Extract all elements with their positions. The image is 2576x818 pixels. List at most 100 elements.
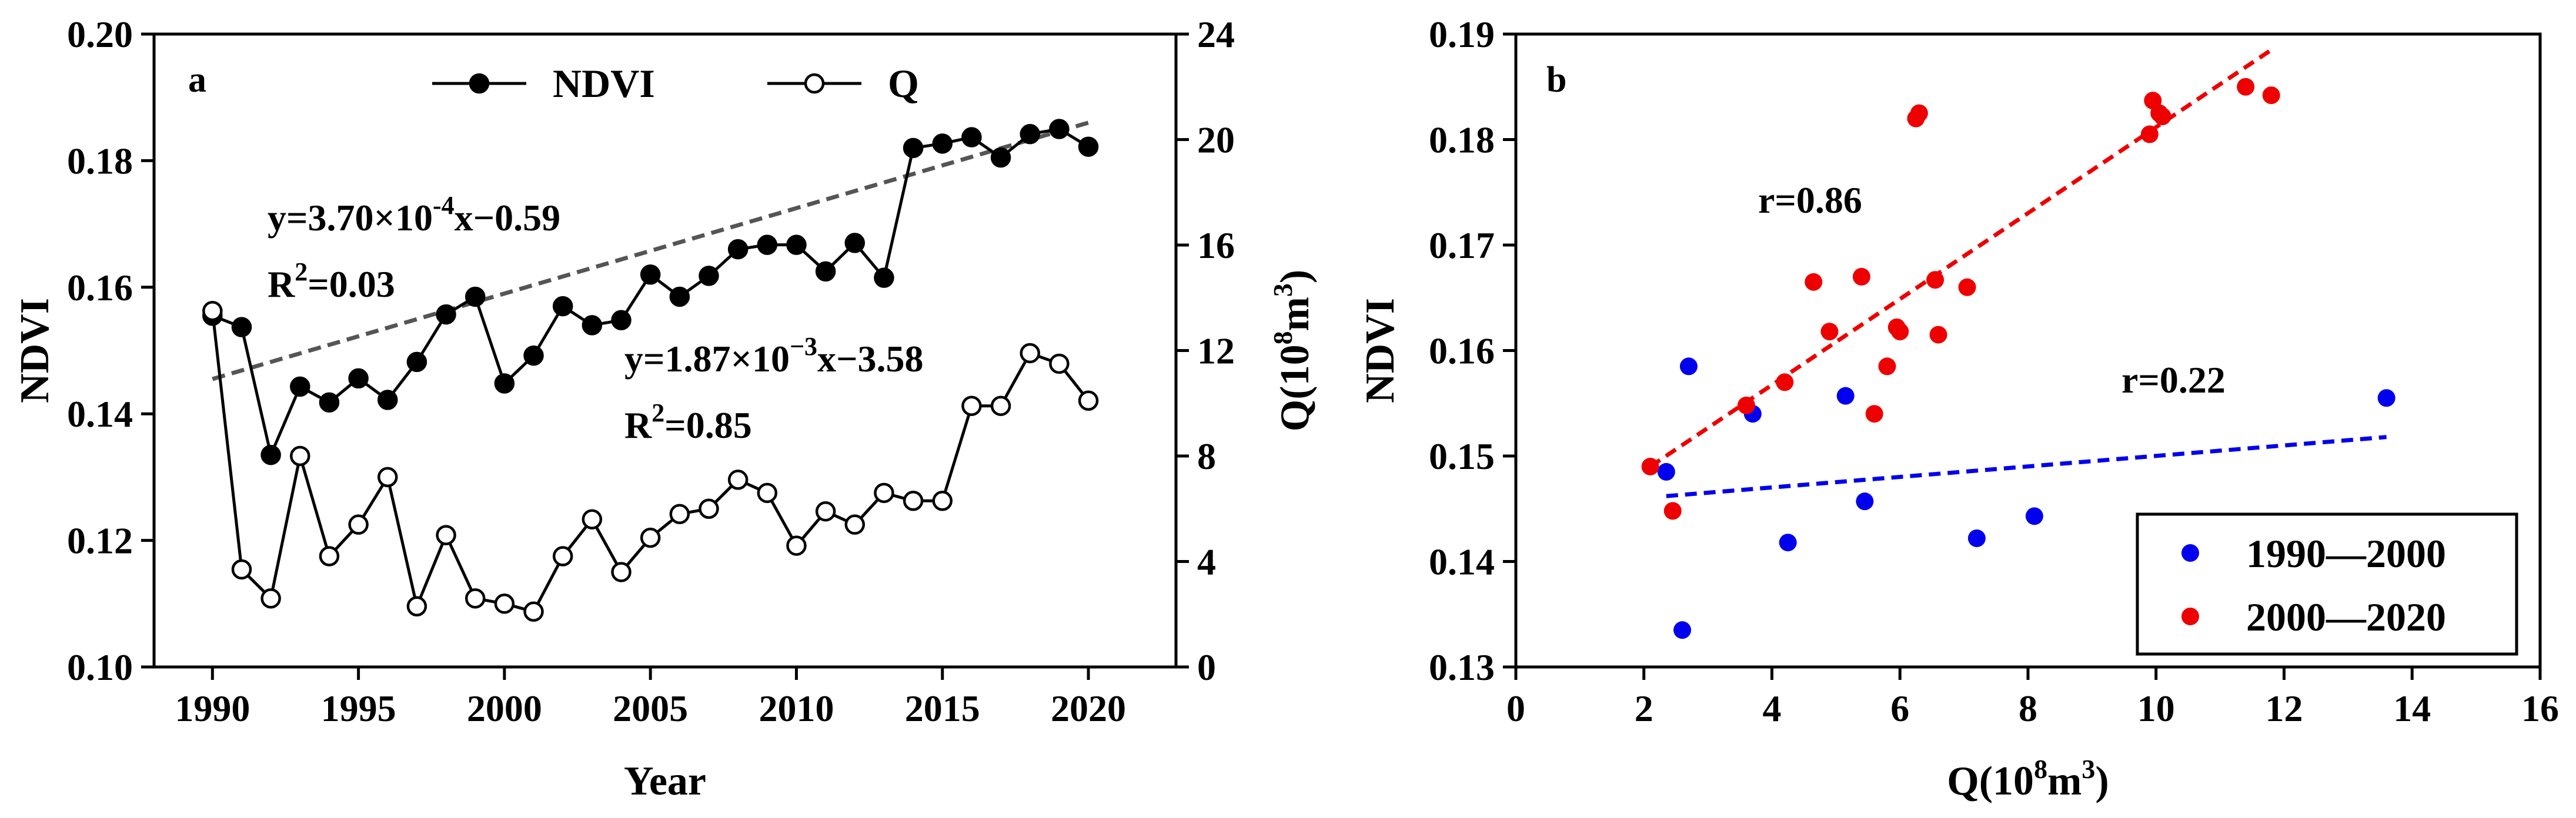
legend-label: NDVI: [553, 61, 655, 106]
unit-exponent-2: 3: [2081, 754, 2095, 784]
panel-b-x-tick-label: 12: [2266, 688, 2303, 729]
scatter-point: [2262, 86, 2280, 105]
q-point: [202, 300, 223, 321]
ndvi-trend-equation: y=3.70×10-4x−0.59 R2=0.03: [268, 191, 560, 305]
q-point: [640, 527, 661, 548]
unit-m: m: [1272, 297, 1318, 331]
equation-exponent: -4: [433, 191, 455, 220]
ndvi-point: [1049, 119, 1070, 139]
ndvi-point: [815, 261, 836, 282]
ndvi-point: [990, 147, 1011, 168]
panel-a: a NDVI Q y=3.70×10-4x−0.59 R2=0.03 y=1.87×…: [12, 14, 1318, 804]
ndvi-point: [903, 138, 924, 159]
equation-line: y=1.87×10−3x−3.58: [624, 332, 923, 380]
q-point: [494, 594, 515, 614]
r-squared-exponent: 2: [295, 257, 308, 286]
panel-b-x-tick-label: 4: [1763, 688, 1782, 729]
scatter-point: [1641, 457, 1659, 475]
scatter-point: [1958, 278, 1976, 296]
ndvi-point: [260, 444, 281, 465]
ndvi-point: [669, 286, 690, 307]
q-point: [961, 395, 982, 416]
ndvi-point: [874, 267, 894, 288]
q-point: [406, 596, 427, 617]
q-point: [231, 559, 252, 580]
ndvi-point: [523, 345, 544, 366]
panel-a-right-axis-label: Q(108m3): [1268, 270, 1318, 431]
panel-a-left-tick-label: 0.16: [67, 267, 133, 309]
legend-label: 2000—2020: [2246, 595, 2446, 639]
fit-line: [1666, 435, 2387, 498]
legend-box: [2136, 512, 2518, 656]
panel-b-y-tick-label: 0.18: [1429, 119, 1495, 161]
ndvi-point: [436, 304, 456, 325]
scatter-point: [1737, 396, 1755, 414]
scatter-point: [1852, 267, 1870, 286]
panel-b-y-axis-label: NDVI: [1358, 298, 1403, 403]
panel-a-right-tick-label: 4: [1197, 541, 1216, 583]
ndvi-point: [231, 317, 252, 337]
r-squared-exponent: 2: [651, 398, 664, 427]
panel-b-x-tick-label: 14: [2393, 688, 2431, 729]
ndvi-point: [1020, 123, 1040, 145]
ndvi-point: [727, 239, 749, 260]
q-point: [844, 514, 866, 535]
q-point: [903, 491, 924, 511]
panel-a-left-tick-label: 0.18: [67, 140, 133, 182]
q-point: [348, 514, 369, 535]
q-point: [523, 601, 544, 622]
panel-a-x-tick-label: 2005: [613, 688, 688, 729]
ndvi-point: [319, 392, 340, 413]
q-point: [319, 546, 340, 566]
r-squared-value: =0.03: [308, 263, 395, 305]
q-point: [1020, 343, 1040, 364]
scatter-point: [2140, 125, 2159, 143]
ndvi-point: [611, 310, 632, 331]
panel-b-legend: 1990—2000 2000—2020: [2136, 512, 2518, 656]
scatter-point: [1836, 387, 1855, 405]
q-point: [436, 525, 456, 545]
legend-marker: [804, 73, 825, 94]
scatter-point: [1856, 492, 1874, 511]
panel-a-left-tick-label: 0.20: [67, 14, 133, 55]
panel-b-y-tick-label: 0.19: [1429, 14, 1495, 55]
panel-a-x-tick-label: 2010: [759, 688, 834, 729]
ndvi-point: [494, 373, 515, 394]
ndvi-point: [348, 368, 369, 389]
scatter-point: [1673, 621, 1692, 639]
panel-a-x-axis-label: Year: [624, 759, 706, 804]
equation-rest: x−0.59: [455, 197, 560, 239]
legend-marker: [2181, 608, 2199, 625]
r-squared-line: R2=0.03: [268, 257, 395, 305]
scatter-point: [1663, 502, 1682, 520]
equation-rest: x−3.58: [817, 338, 923, 380]
q-point: [1078, 390, 1099, 411]
q-point: [874, 482, 894, 504]
q-point: [611, 562, 632, 582]
panel-b-y-tick-label: 0.17: [1429, 224, 1495, 266]
panel-b: b r=0.86 r=0.22 1990—2000 2000—2020 Q(108…: [1358, 14, 2559, 804]
r-value-2000-2020: r=0.86: [1758, 179, 1862, 221]
ndvi-point: [640, 264, 661, 285]
panel-a-x-tick-label: 2000: [467, 688, 542, 729]
q-point: [727, 470, 749, 490]
ndvi-trendline: [212, 120, 1090, 381]
panel-a-left-tick-label: 0.14: [67, 393, 133, 435]
scatter-point: [2377, 389, 2395, 407]
q-point: [377, 467, 398, 488]
scatter-point: [1878, 357, 1896, 376]
panel-b-y-tick-label: 0.13: [1429, 646, 1495, 688]
q-point: [669, 504, 690, 524]
q-point: [786, 535, 807, 556]
ndvi-point: [961, 127, 982, 147]
panel-b-x-tick-label: 8: [2019, 688, 2037, 729]
panel-a-right-tick-label: 20: [1197, 119, 1235, 161]
q-point: [1049, 353, 1070, 374]
scatter-point: [1891, 323, 1909, 341]
panel-a-left-tick-label: 0.10: [67, 646, 133, 688]
unit-exponent: 8: [2034, 754, 2047, 784]
scatter-point: [1910, 104, 1928, 122]
scatter-point: [1657, 462, 1675, 481]
panel-a-right-tick-label: 8: [1197, 435, 1216, 477]
